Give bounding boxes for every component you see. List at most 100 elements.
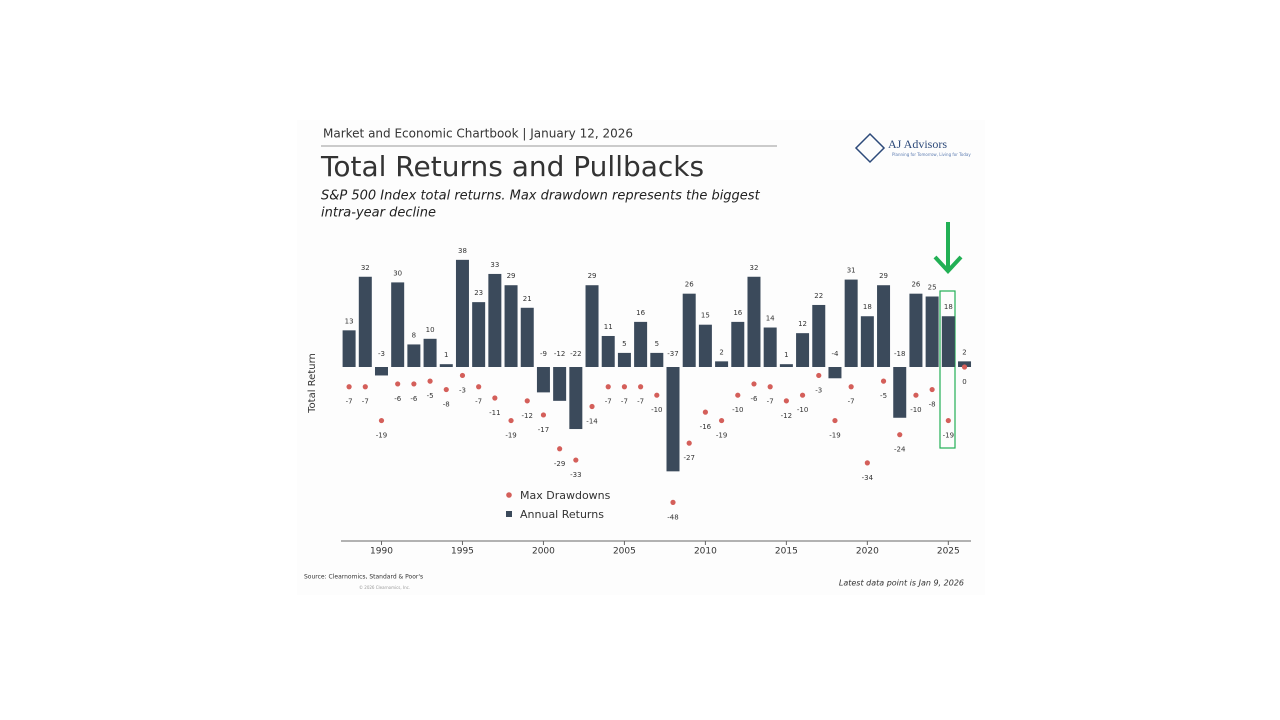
bar [488, 273, 502, 367]
bar [844, 279, 858, 367]
drawdown-label: -5 [880, 392, 887, 400]
bar-label: 5 [622, 340, 626, 348]
drawdown-label: -7 [346, 398, 353, 406]
bar [342, 330, 356, 367]
x-tick-label: 2005 [613, 547, 636, 557]
drawdown-dot [573, 457, 579, 463]
bar [828, 367, 842, 379]
logo-tagline: Planning for Tomorrow, Living for Today [892, 152, 971, 157]
drawdown-dot [751, 381, 757, 387]
bar-label: 32 [361, 264, 370, 272]
drawdown-dot [686, 440, 692, 446]
bar-label: 18 [944, 303, 953, 311]
bar [634, 321, 648, 367]
legend-label: Annual Returns [520, 508, 604, 521]
bar-label: 25 [928, 284, 937, 292]
drawdown-label: -6 [410, 395, 418, 403]
header: Market and Economic Chartbook | January … [323, 127, 633, 141]
bar [958, 361, 972, 367]
bar-label: -4 [831, 350, 839, 358]
drawdown-label: -7 [621, 398, 628, 406]
drawdown-label: -3 [459, 386, 466, 394]
bar-label: 14 [766, 315, 775, 323]
arrow [933, 222, 963, 274]
drawdown-label: -17 [538, 426, 549, 434]
bar [763, 327, 777, 367]
x-tick-label: 2015 [775, 547, 798, 557]
bar-label: 12 [798, 320, 807, 328]
bar-label: 22 [814, 292, 823, 300]
drawdown-dot [443, 386, 449, 393]
bar [472, 302, 486, 367]
bar [569, 367, 583, 430]
bar-label: -37 [667, 350, 678, 358]
drawdown-dot [880, 378, 887, 384]
drawdown-label: -19 [716, 432, 727, 440]
bar-label: 21 [523, 295, 532, 303]
drawdown-dot [961, 364, 968, 370]
drawdown-dot [799, 392, 806, 398]
drawdown-label: -6 [394, 395, 402, 403]
drawdown-label: -19 [829, 432, 840, 440]
drawdown-label: -5 [427, 392, 434, 400]
bar-label: -22 [570, 350, 581, 358]
drawdown-label: -3 [815, 386, 822, 394]
drawdown-label: -24 [894, 446, 906, 454]
bar-label: 31 [847, 267, 856, 275]
bar [812, 304, 826, 367]
drawdown-dot [864, 460, 870, 466]
note: Latest data point is Jan 9, 2026 [839, 579, 964, 588]
drawdown-label: -7 [637, 398, 644, 406]
drawdown-label: -27 [683, 454, 694, 462]
bar [731, 321, 745, 367]
drawdown-dot [540, 412, 547, 418]
drawdown-label: -19 [505, 432, 516, 440]
drawdown-dot [735, 392, 741, 398]
bar-label: -3 [378, 350, 385, 358]
drawdown-dot [346, 384, 352, 390]
bar [536, 367, 550, 393]
bar-label: 16 [733, 309, 742, 317]
bar [941, 316, 955, 367]
bar [747, 276, 761, 367]
drawdown-dot [945, 417, 951, 424]
legend-marker [506, 492, 512, 498]
drawdown-label: -7 [605, 398, 612, 406]
copyright: © 2026 Clearnomics, Inc. [359, 585, 410, 590]
drawdown-dot [411, 381, 417, 387]
logo: AJ Advisors Planning for Tomorrow, Livin… [854, 132, 971, 164]
drawdown-dot [913, 392, 919, 398]
bar-label: -9 [540, 350, 547, 358]
drawdown-dot [524, 398, 530, 404]
bar [423, 338, 437, 367]
drawdown-dot [362, 384, 368, 390]
drawdown-dot [702, 409, 708, 415]
drawdown-dot [816, 372, 822, 379]
drawdown-label: -7 [475, 398, 482, 406]
drawdown-dot [395, 381, 401, 387]
bar [682, 293, 696, 367]
drawdown-label: -19 [376, 432, 387, 440]
bar [925, 296, 939, 367]
bar [374, 367, 388, 376]
bar [553, 367, 567, 401]
bar-label: 5 [655, 340, 659, 348]
highlight-box [939, 290, 956, 449]
drawdown-label: -12 [781, 412, 792, 420]
bar-label: 1 [784, 351, 788, 359]
bar-label: 11 [604, 323, 613, 331]
drawdown-label: 0 [962, 378, 966, 386]
bar-label: 33 [490, 261, 499, 269]
bar-label: 23 [474, 289, 483, 297]
drawdown-label: -8 [929, 401, 936, 409]
bar-label: -18 [894, 350, 905, 358]
bar [407, 344, 421, 367]
y-axis-label: Total Return [307, 353, 318, 414]
logo-mark [854, 132, 886, 164]
bar [779, 364, 793, 367]
bar [617, 352, 631, 367]
bar-label: -12 [554, 350, 565, 358]
x-tick-label: 2020 [856, 547, 879, 557]
bar [455, 259, 469, 367]
bar-label: 10 [426, 326, 435, 334]
